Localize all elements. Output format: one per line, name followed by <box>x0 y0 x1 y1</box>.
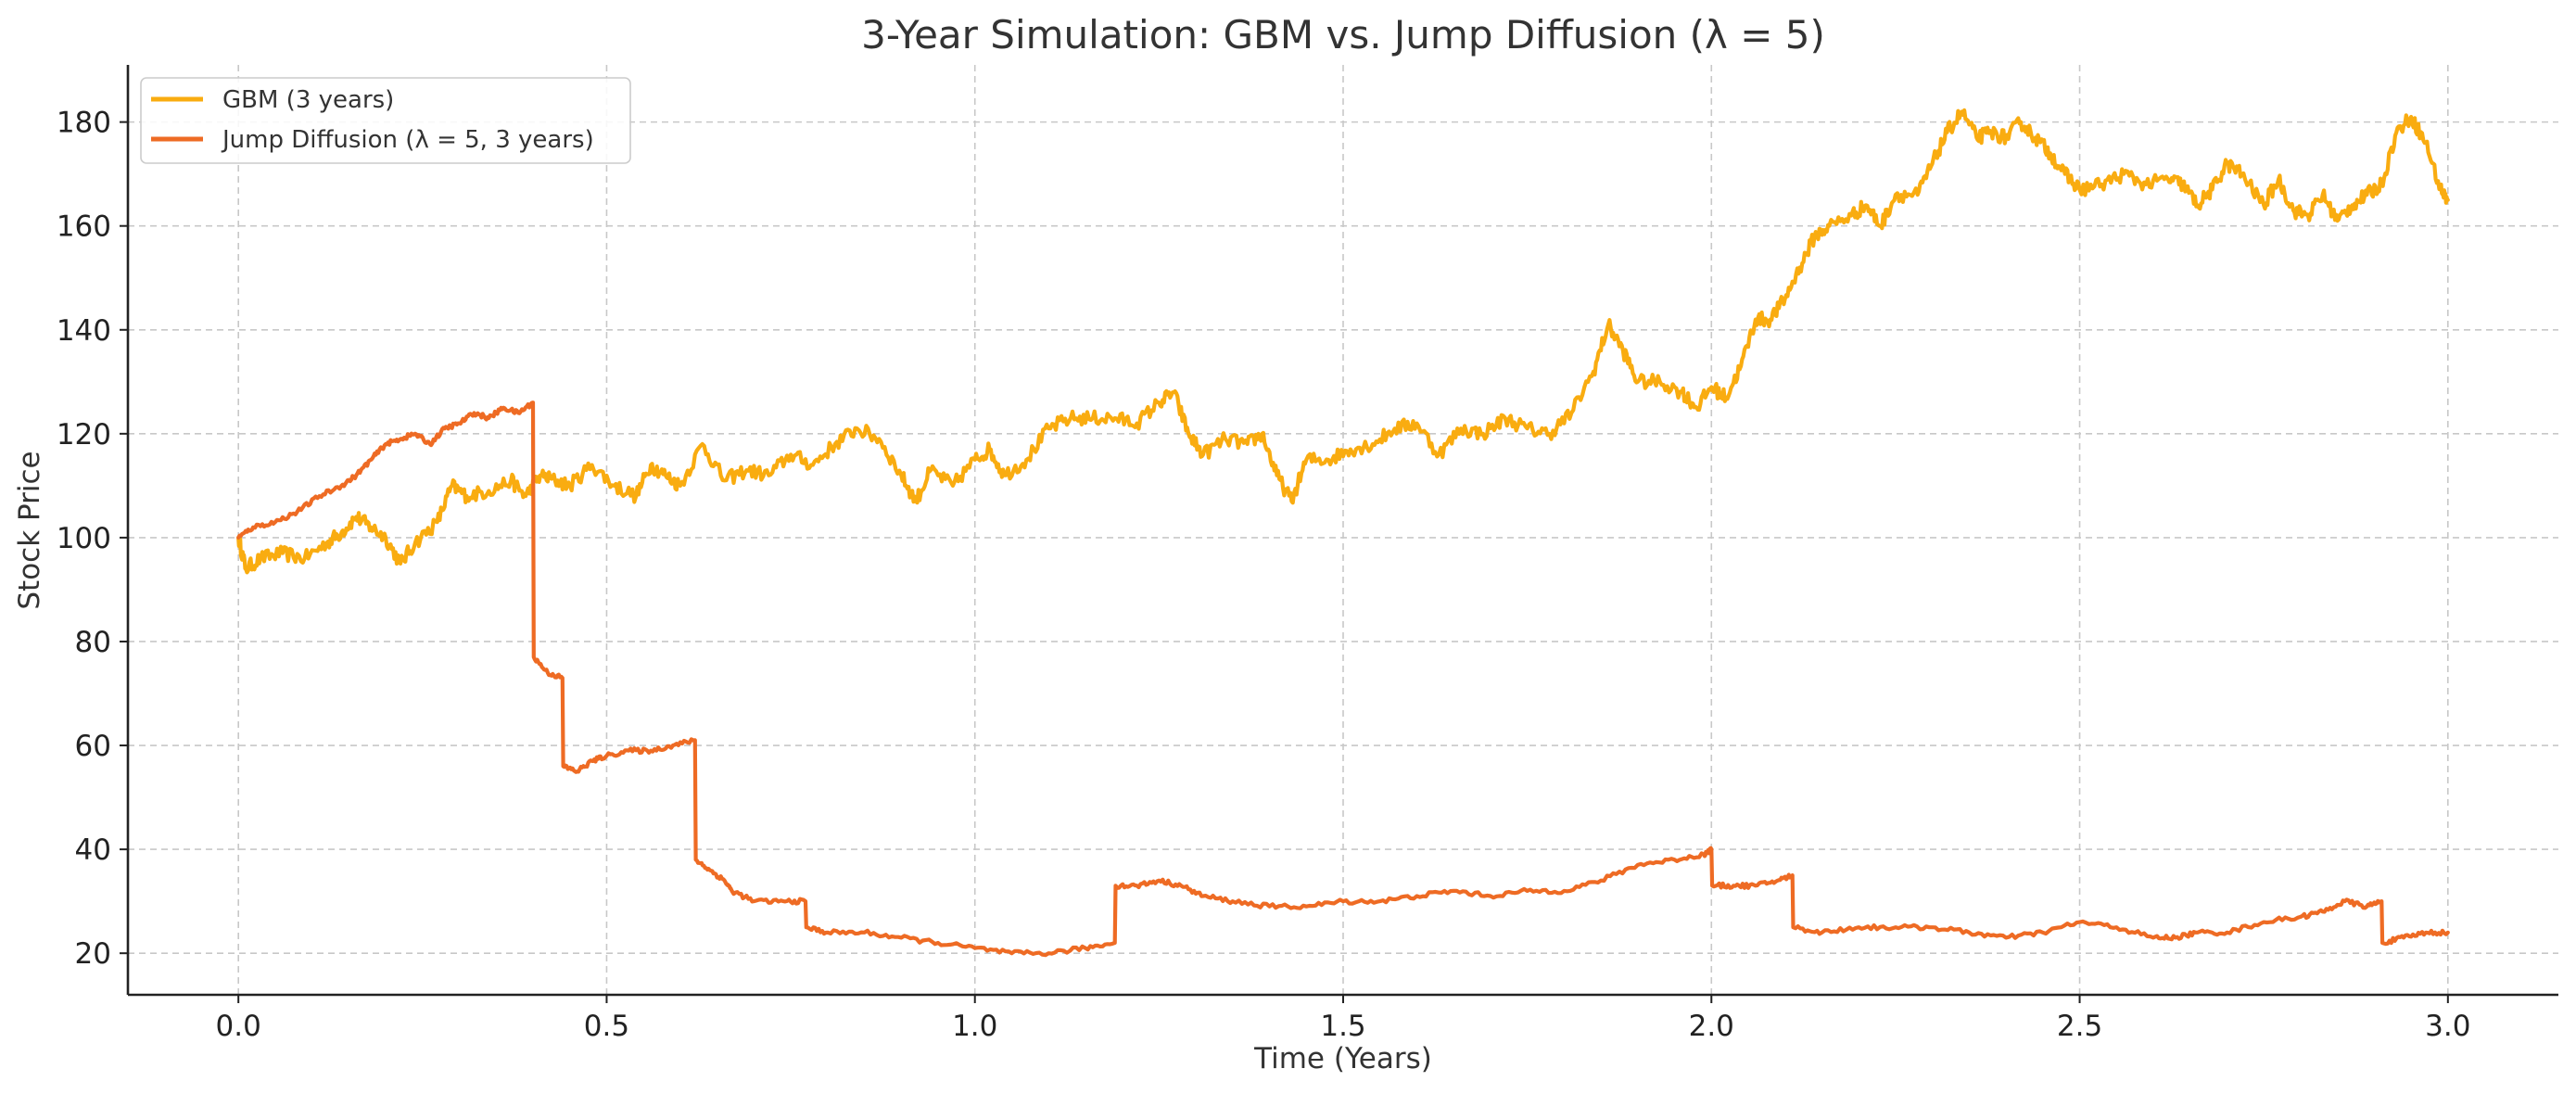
legend-label-jump-diffusion: Jump Diffusion (λ = 5, 3 years) <box>221 126 594 154</box>
legend-label-gbm: GBM (3 years) <box>222 86 394 114</box>
x-tick-label: 3.0 <box>2425 1010 2470 1043</box>
y-ticks: 20 40 60 80 100 120 140 160 180 <box>57 107 128 971</box>
y-tick-label: 60 <box>75 730 111 763</box>
y-tick-label: 40 <box>75 833 111 867</box>
y-tick-label: 140 <box>57 314 111 348</box>
y-tick-label: 80 <box>75 626 111 659</box>
y-tick-label: 100 <box>57 522 111 555</box>
y-tick-label: 120 <box>57 418 111 452</box>
y-tick-label: 160 <box>57 210 111 244</box>
x-tick-label: 2.0 <box>1689 1010 1734 1043</box>
x-tick-label: 0.5 <box>584 1010 629 1043</box>
chart-title: 3-Year Simulation: GBM vs. Jump Diffusio… <box>861 12 1825 57</box>
y-tick-label: 20 <box>75 937 111 971</box>
y-tick-label: 180 <box>57 107 111 140</box>
x-tick-label: 2.5 <box>2057 1010 2102 1043</box>
y-axis-label: Stock Price <box>13 451 46 609</box>
gbm-line <box>236 108 2450 575</box>
series-layer <box>236 108 2450 958</box>
x-tick-label: 1.0 <box>952 1010 997 1043</box>
x-tick-label: 1.5 <box>1320 1010 1365 1043</box>
jump-diffusion-line <box>236 401 2450 958</box>
legend-box <box>140 77 631 164</box>
legend: GBM (3 years) Jump Diffusion (λ = 5, 3 y… <box>140 77 631 164</box>
x-axis-label: Time (Years) <box>1253 1042 1432 1075</box>
x-tick-label: 0.0 <box>216 1010 261 1043</box>
x-ticks: 0.0 0.5 1.0 1.5 2.0 2.5 3.0 <box>216 995 2470 1043</box>
